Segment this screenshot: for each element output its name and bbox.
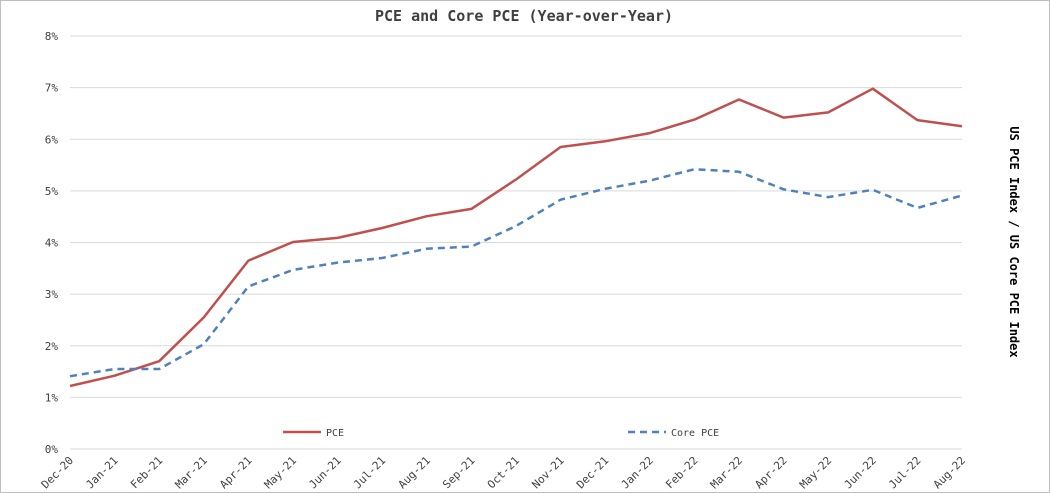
y-tick-label: 0%	[45, 443, 59, 456]
x-tick-label: Apr-22	[752, 454, 789, 491]
chart-title: PCE and Core PCE (Year-over-Year)	[375, 7, 673, 25]
legend-label: PCE	[326, 428, 344, 439]
x-tick-label: Jun-22	[842, 454, 879, 491]
x-tick-label: Jul-21	[351, 454, 388, 491]
x-tick-label: Dec-20	[39, 454, 76, 491]
x-tick-label: Sep-21	[440, 454, 477, 491]
x-tick-label: Jun-21	[306, 454, 343, 491]
x-tick-label: May-21	[262, 454, 299, 491]
y-tick-label: 7%	[45, 82, 59, 95]
y-tick-label: 3%	[45, 288, 59, 301]
y-tick-label: 5%	[45, 185, 59, 198]
x-tick-label: Mar-21	[173, 454, 210, 491]
y-tick-label: 6%	[45, 133, 59, 146]
x-tick-label: Jul-22	[886, 454, 923, 491]
series-line-core-pce	[69, 167, 963, 378]
series-lines	[69, 87, 963, 388]
x-tick-label: Jan-22	[619, 454, 656, 491]
y-tick-label: 1%	[45, 391, 59, 404]
x-axis-ticks: Dec-20 Jan-21 Feb-21 Mar-21 Apr-21 May-21 Jun-…	[39, 454, 968, 491]
x-tick-label: May-22	[797, 454, 834, 491]
y-axis-label: US PCE Index / US Core PCE Index	[1007, 126, 1021, 357]
grid-lines	[70, 35, 962, 450]
x-tick-label: Dec-21	[574, 454, 611, 491]
y-axis-ticks: 0% 1% 2% 3% 4% 5% 6% 7% 8%	[45, 30, 59, 456]
x-tick-label: Mar-22	[708, 454, 745, 491]
x-tick-label: Nov-21	[529, 454, 566, 491]
x-tick-label: Jan-21	[83, 454, 120, 491]
x-tick-label: Aug-21	[396, 454, 433, 491]
x-tick-label: Feb-21	[128, 454, 165, 491]
x-tick-label: Oct-21	[485, 454, 522, 491]
x-tick-label: Apr-21	[217, 454, 254, 491]
y-tick-label: 8%	[45, 30, 59, 43]
x-tick-label: Feb-22	[663, 454, 700, 491]
series-line-pce	[69, 87, 963, 388]
y-tick-label: 4%	[45, 237, 59, 250]
y-tick-label: 2%	[45, 340, 59, 353]
legend-label: Core PCE	[671, 428, 719, 439]
x-tick-label: Aug-22	[931, 454, 968, 491]
legend: PCE Core PCE	[283, 428, 719, 439]
